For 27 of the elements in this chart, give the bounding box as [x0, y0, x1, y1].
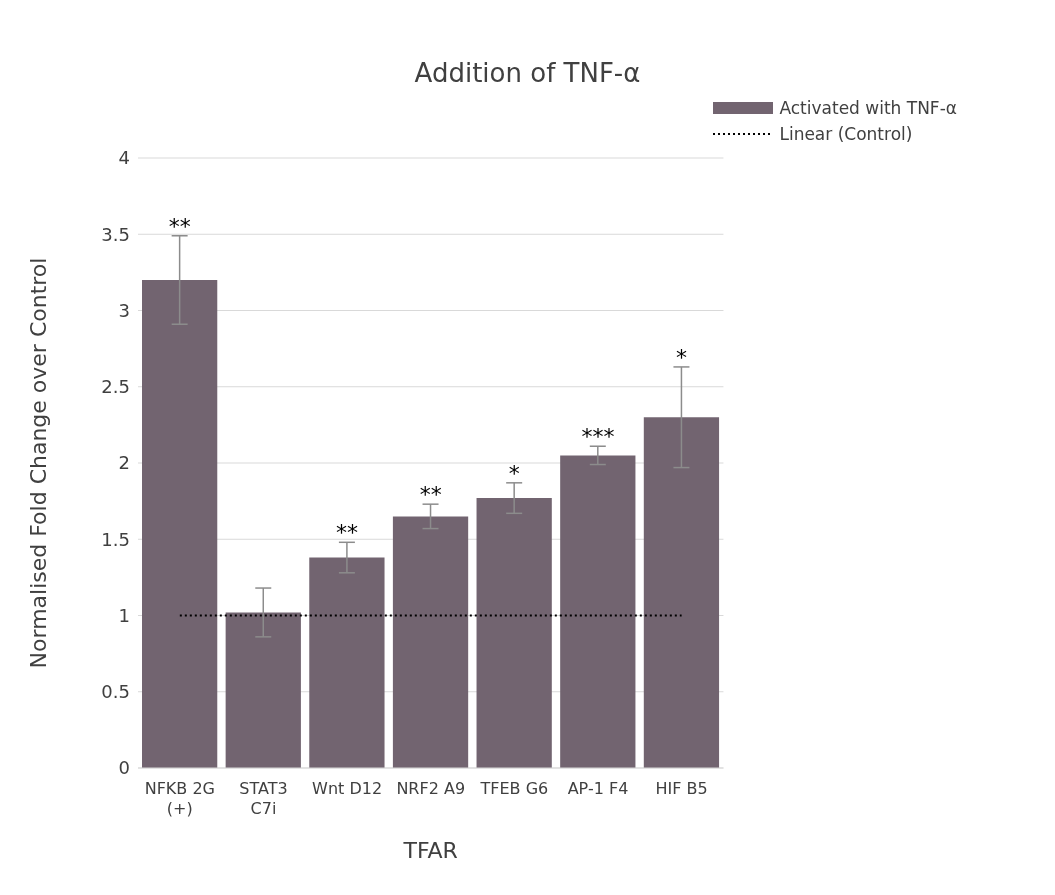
y-tick-label: 2.5 [101, 376, 130, 398]
y-tick-label: 0 [118, 757, 130, 779]
x-tick-label: TFEB G6 [479, 779, 549, 798]
y-tick-label: 3.5 [101, 223, 130, 245]
x-axis-title: TFAR [402, 838, 458, 863]
y-tick-label: 1 [118, 604, 130, 626]
x-tick-label: NFKB 2G (+) [144, 779, 215, 818]
y-tick-label: 3 [118, 299, 130, 321]
annotation: ** [419, 482, 442, 508]
annotation: ** [336, 520, 359, 546]
y-axis-title: Normalised Fold Change over Control [25, 257, 51, 669]
x-tick-label: STAT3 C7i [239, 779, 288, 818]
x-tick-label: AP-1 F4 [567, 779, 629, 798]
y-tick-label: 4 [118, 147, 130, 169]
x-tick-label: HIF B5 [655, 779, 708, 798]
x-tick-label: NRF2 A9 [396, 779, 466, 798]
y-tick-label: 0.5 [101, 681, 130, 703]
legend-label: Linear (Control) [779, 124, 913, 144]
annotation: *** [581, 424, 615, 450]
annotation: * [508, 460, 520, 486]
y-tick-label: 2 [118, 452, 130, 474]
legend-label: Activated with TNF-α [779, 98, 957, 118]
annotation: * [676, 344, 688, 370]
x-tick-label: Wnt D12 [312, 779, 383, 798]
annotation: ** [168, 213, 191, 239]
chart-title: Addition of TNF-α [413, 57, 642, 90]
y-tick-label: 1.5 [101, 528, 130, 550]
